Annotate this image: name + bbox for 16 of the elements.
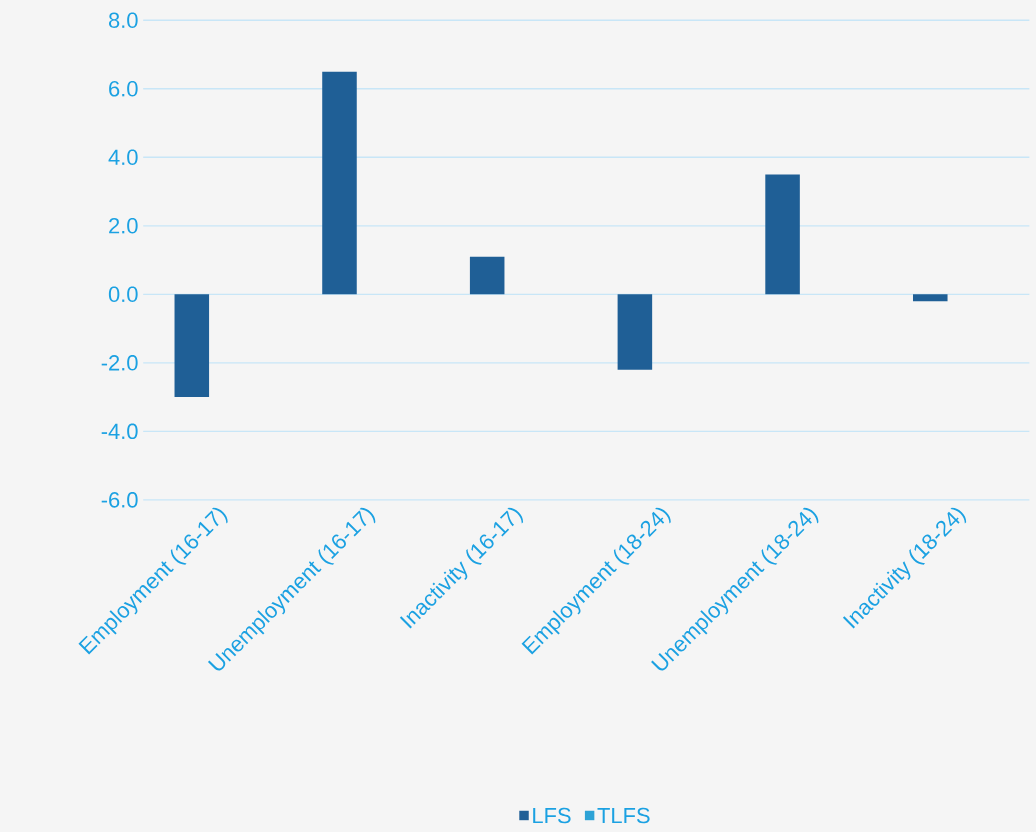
y-tick-label: -6.0 [101, 492, 138, 508]
bar [912, 294, 948, 302]
bar [765, 174, 800, 295]
y-tick-label: 0.0 [108, 286, 138, 303]
y-tick-label: 8.0 [108, 12, 138, 29]
legend-label: TLFS [597, 807, 650, 824]
bar [174, 294, 210, 398]
y-tick-label: 4.0 [108, 149, 138, 166]
bar [617, 294, 653, 370]
bar [322, 71, 357, 295]
y-tick-label: 2.0 [109, 218, 138, 234]
y-tick-label: 6.0 [109, 81, 138, 97]
legend-label: LFS [533, 807, 571, 824]
bar [469, 256, 505, 295]
y-tick-label: -4.0 [101, 423, 138, 440]
y-tick-label: -2.0 [101, 355, 138, 371]
